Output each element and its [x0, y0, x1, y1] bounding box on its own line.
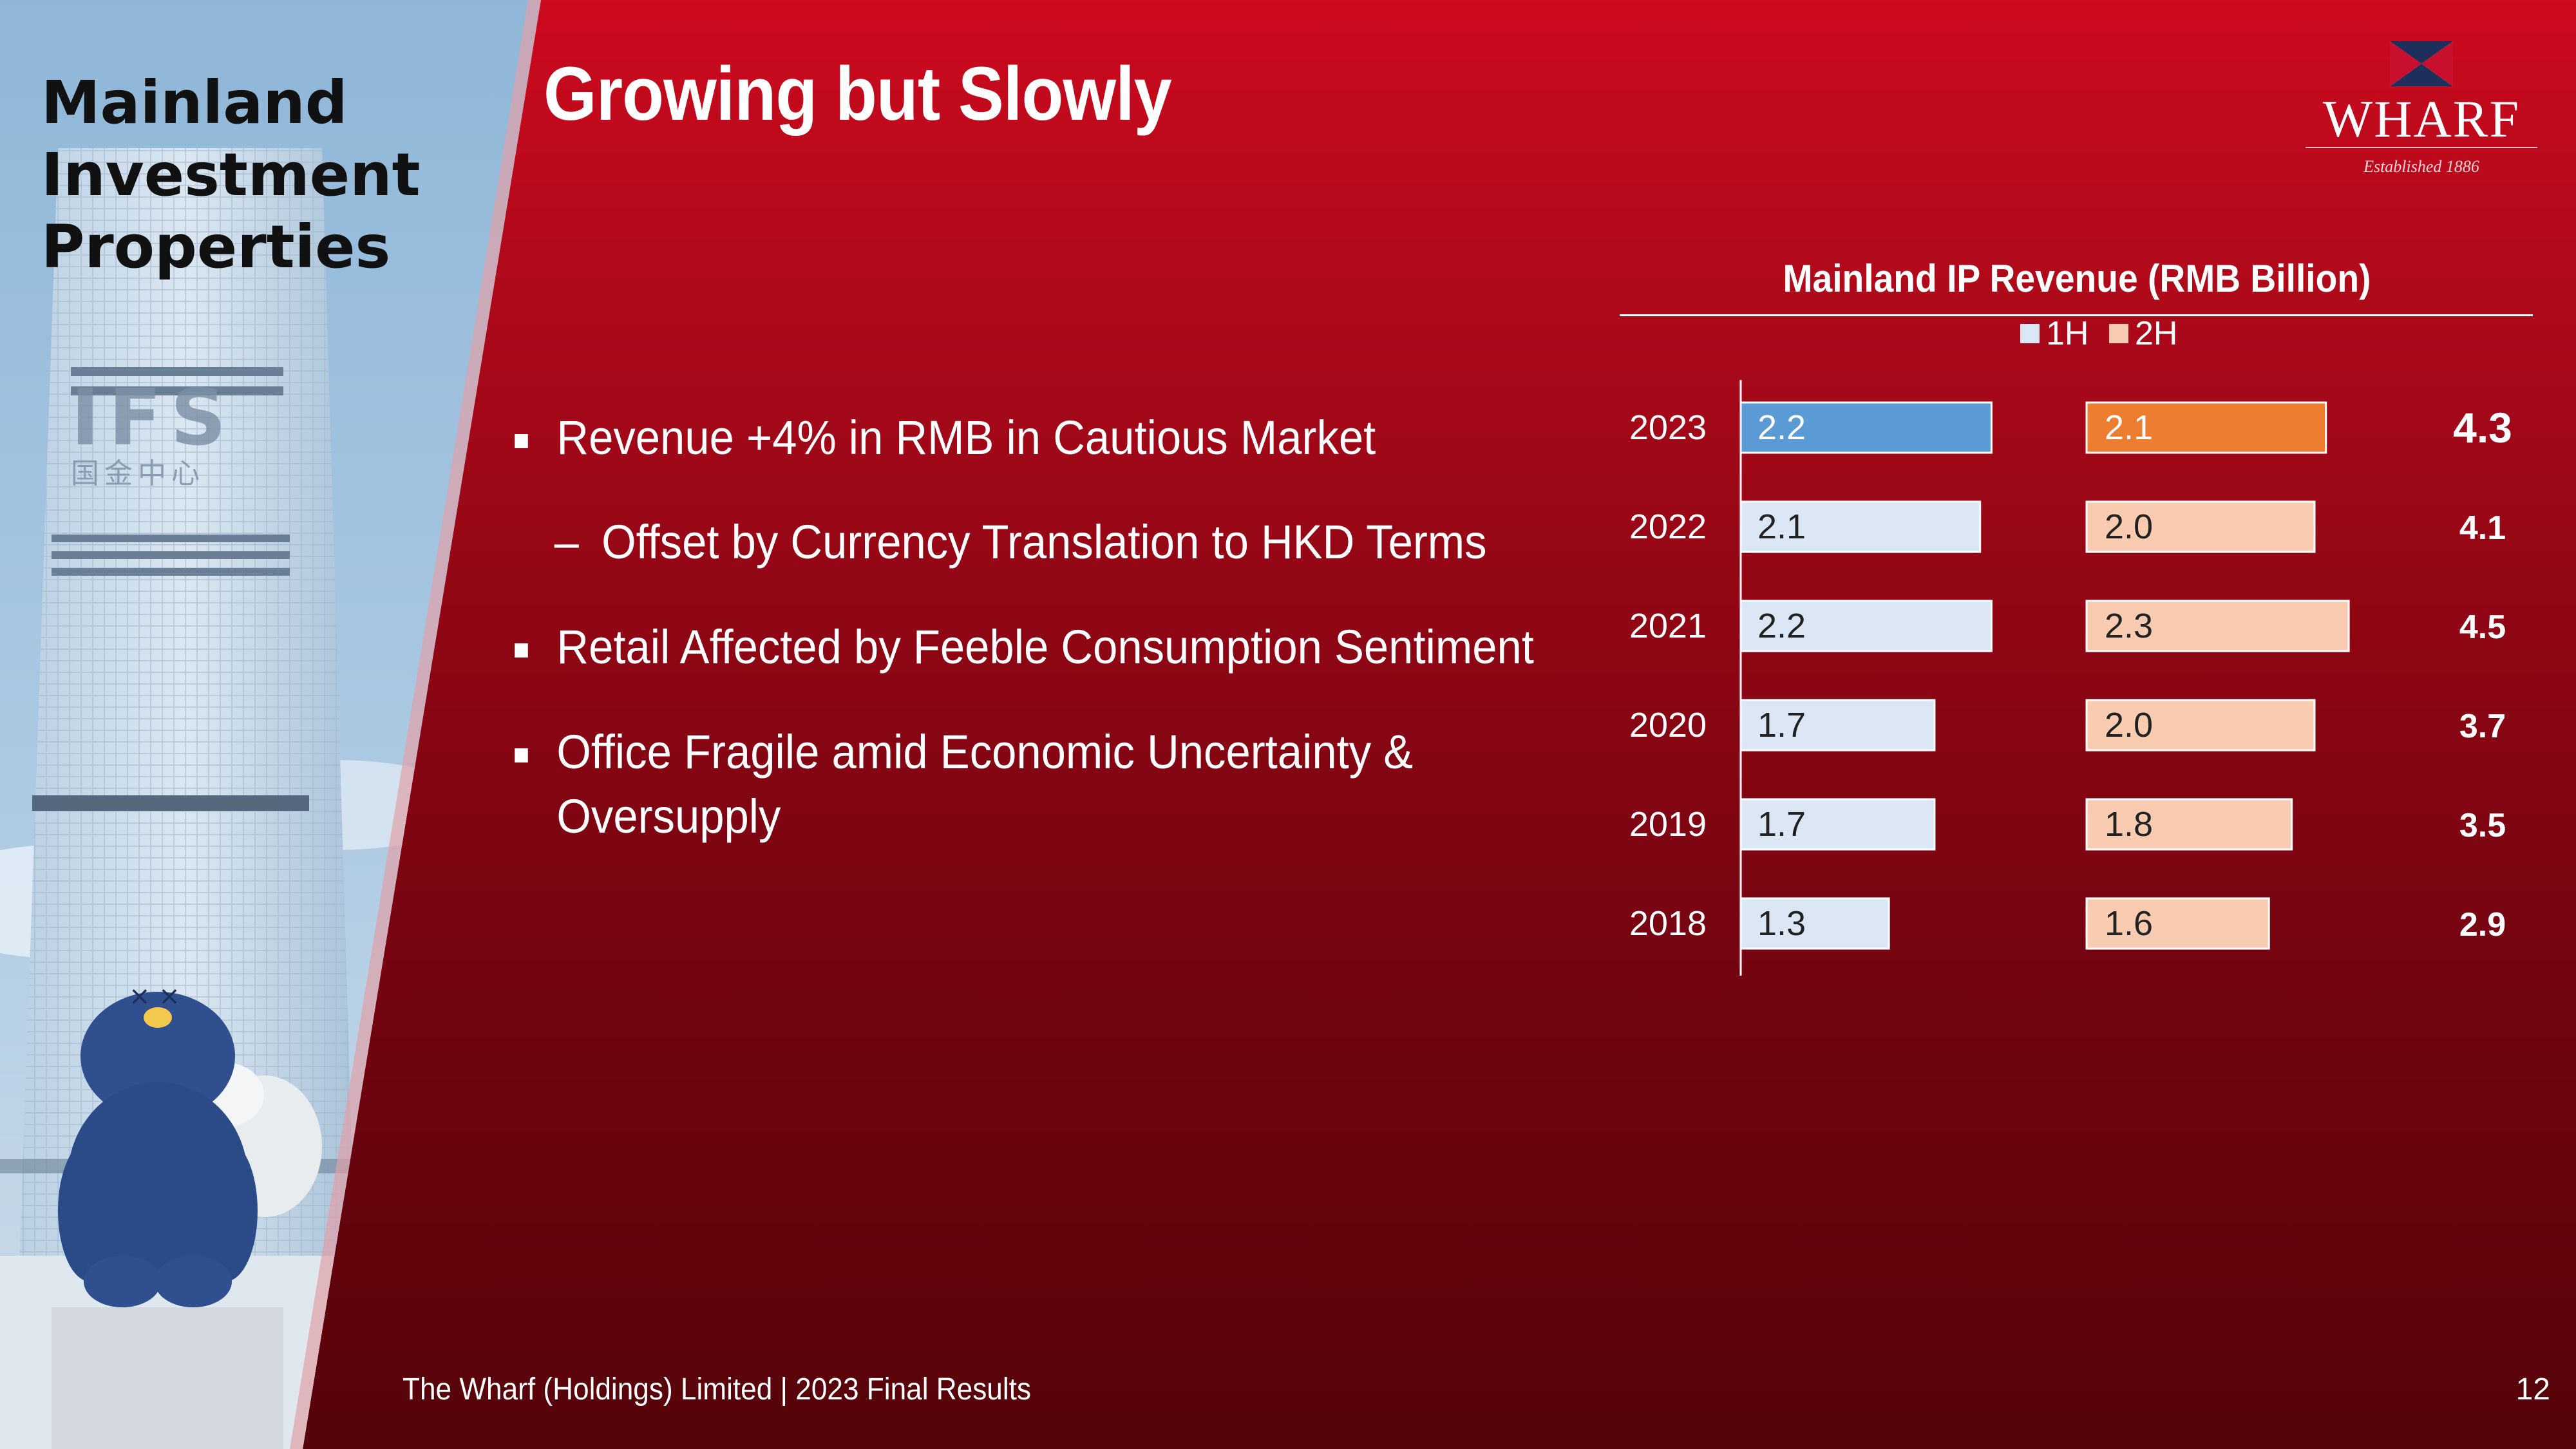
- bar-1h: [1739, 500, 1982, 553]
- bar-1h: [1739, 401, 1993, 454]
- legend-swatch: [2020, 324, 2040, 343]
- bar-1h: [1739, 600, 1993, 652]
- square-bullet-icon: [515, 643, 528, 658]
- bar-2h: [2085, 401, 2327, 454]
- page-number: 12: [2515, 1372, 2550, 1406]
- bar-2h-value-label: 2.3: [2105, 607, 2153, 645]
- row-total-label: 3.5: [2459, 807, 2506, 844]
- section-title-line: Investment: [41, 140, 421, 209]
- svg-text:IFS: IFS: [71, 374, 235, 463]
- dash-bullet-icon: –: [554, 515, 579, 569]
- bar-1h-value-label: 2.2: [1757, 607, 1806, 645]
- bar-1h: [1739, 699, 1936, 752]
- category-label: 2021: [1629, 607, 1707, 645]
- category-label: 2023: [1629, 408, 1707, 447]
- logo-divider: [2306, 147, 2537, 148]
- row-total-label: 3.7: [2459, 708, 2506, 745]
- bar-2h-value-label: 2.0: [2105, 507, 2153, 546]
- bar-2h: [2085, 600, 2350, 652]
- section-title: Mainland Investment Properties: [41, 67, 505, 283]
- row-total-label: 2.9: [2459, 906, 2506, 943]
- footer-text: The Wharf (Holdings) Limited | 2023 Fina…: [402, 1372, 1032, 1406]
- row-total-label: 4.3: [2453, 404, 2512, 451]
- bar-2h: [2085, 699, 2316, 752]
- bar-2h-value-label: 1.6: [2105, 904, 2153, 943]
- category-label: 2019: [1629, 805, 1707, 844]
- section-title-line: Properties: [41, 213, 391, 281]
- svg-text:国金中心: 国金中心: [71, 457, 205, 490]
- flag-icon: [2390, 41, 2453, 86]
- row-total-label: 4.5: [2459, 609, 2506, 646]
- bar-1h-value-label: 1.7: [1757, 706, 1806, 744]
- bar-2h: [2085, 500, 2316, 553]
- bar-1h: [1739, 798, 1936, 851]
- logo-tagline: Established 1886: [2363, 157, 2479, 176]
- bullet-text: Retail Affected by Feeble Consumption Se…: [556, 620, 1534, 674]
- svg-text:× ×: × ×: [129, 981, 180, 1011]
- category-label: 2022: [1629, 507, 1707, 546]
- bar-2h: [2085, 798, 2293, 851]
- chart-title: Mainland IP Revenue (RMB Billion): [1783, 257, 2371, 300]
- legend-label: 1H: [2046, 315, 2088, 352]
- category-label: 2020: [1629, 706, 1707, 744]
- bullet-text: Revenue +4% in RMB in Cautious Market: [556, 411, 1376, 464]
- bar-2h-value-label: 2.1: [2105, 408, 2153, 447]
- legend-label: 2H: [2135, 315, 2177, 352]
- bar-1h-value-label: 1.7: [1757, 805, 1806, 844]
- wharf-logo: WHARF Established 1886: [2306, 41, 2537, 176]
- square-bullet-icon: [515, 748, 528, 762]
- row-total-label: 4.1: [2459, 509, 2506, 547]
- logo-wordmark: WHARF: [2322, 90, 2521, 148]
- bar-1h-value-label: 2.1: [1757, 507, 1806, 546]
- square-bullet-icon: [515, 434, 528, 448]
- section-title-line: Mainland: [41, 68, 348, 137]
- bar-1h-value-label: 1.3: [1757, 904, 1806, 943]
- bar-2h-value-label: 1.8: [2105, 805, 2153, 844]
- chart-title-rule: [1620, 314, 2533, 316]
- bar-2h-value-label: 2.0: [2105, 706, 2153, 744]
- sub-bullet-text: Offset by Currency Translation to HKD Te…: [601, 515, 1487, 569]
- bar-1h: [1739, 897, 1890, 950]
- bar-2h: [2085, 897, 2270, 950]
- legend-swatch: [2109, 324, 2128, 343]
- category-label: 2018: [1629, 904, 1707, 943]
- slide-title: Growing but Slowly: [544, 52, 1172, 137]
- bullet-text: Office Fragile amid Economic Uncertainty…: [556, 725, 1414, 779]
- bar-1h-value-label: 2.2: [1757, 408, 1806, 447]
- bullet-text: Oversupply: [556, 790, 781, 843]
